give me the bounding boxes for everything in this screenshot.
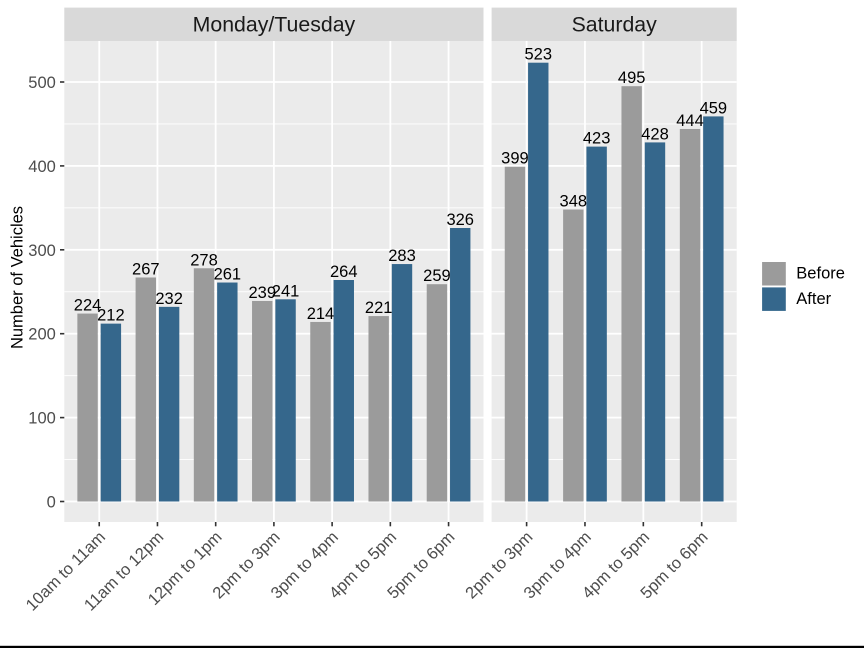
- svg-text:267: 267: [132, 260, 160, 278]
- svg-text:399: 399: [501, 150, 529, 168]
- svg-text:221: 221: [365, 299, 393, 317]
- svg-text:Before: Before: [796, 265, 845, 283]
- svg-text:Number of Vehicles: Number of Vehicles: [9, 206, 27, 349]
- svg-text:261: 261: [214, 266, 242, 284]
- svg-text:0: 0: [47, 494, 56, 512]
- svg-text:444: 444: [676, 112, 704, 130]
- svg-text:After: After: [796, 290, 831, 308]
- svg-text:Saturday: Saturday: [572, 13, 658, 37]
- svg-text:239: 239: [248, 284, 276, 302]
- svg-text:495: 495: [618, 69, 646, 87]
- svg-text:259: 259: [423, 267, 451, 285]
- svg-text:100: 100: [28, 410, 56, 428]
- svg-text:523: 523: [525, 46, 553, 64]
- svg-text:400: 400: [28, 158, 56, 176]
- svg-text:264: 264: [330, 263, 358, 281]
- svg-text:423: 423: [583, 130, 611, 148]
- svg-text:326: 326: [446, 211, 474, 229]
- svg-text:Monday/Tuesday: Monday/Tuesday: [193, 13, 356, 37]
- svg-text:348: 348: [560, 193, 588, 211]
- svg-text:428: 428: [641, 125, 669, 143]
- svg-text:300: 300: [28, 242, 56, 260]
- svg-text:232: 232: [155, 290, 183, 308]
- svg-text:459: 459: [700, 99, 728, 117]
- svg-text:283: 283: [388, 247, 416, 265]
- svg-text:200: 200: [28, 326, 56, 344]
- svg-text:214: 214: [307, 305, 335, 323]
- svg-text:278: 278: [190, 251, 218, 269]
- svg-text:241: 241: [272, 282, 300, 300]
- svg-text:500: 500: [28, 74, 56, 92]
- svg-text:212: 212: [97, 307, 125, 325]
- svg-text:224: 224: [74, 297, 102, 315]
